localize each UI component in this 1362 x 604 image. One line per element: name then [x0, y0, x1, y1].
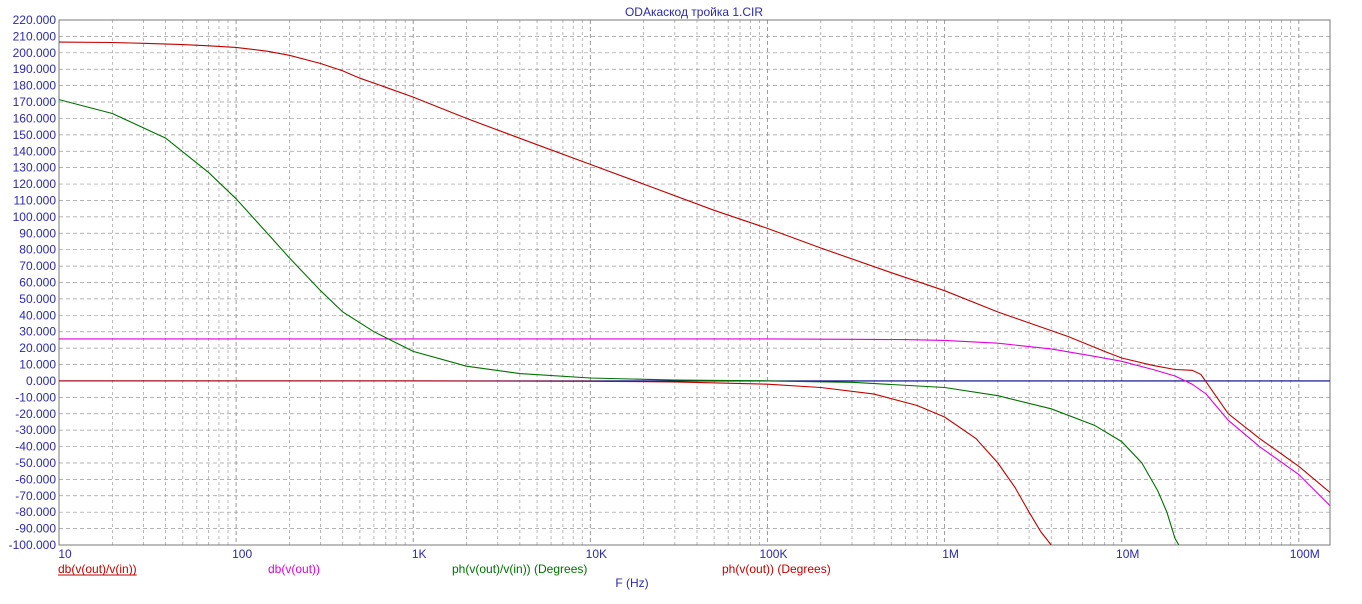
y-tick-label: 50.000: [19, 292, 56, 306]
y-tick-label: -90.000: [15, 522, 56, 536]
x-tick-label: 100: [232, 547, 252, 561]
y-tick-label: -10.000: [15, 390, 56, 404]
y-tick-label: 60.000: [19, 276, 56, 290]
y-tick-label: -50.000: [15, 456, 56, 470]
series-line-1: [59, 41, 1330, 493]
y-tick-label: 190.000: [13, 62, 57, 76]
x-axis-ticks: 10 100 1K 10K 100K 1M 10M 100M: [58, 547, 1320, 561]
legend-entry-3: ph(v(out)/v(in)) (Degrees): [452, 562, 587, 576]
y-tick-label: -80.000: [15, 505, 56, 519]
chart-title: ODAкаскод тройка 1.CIR: [625, 5, 763, 19]
y-tick-label: 130.000: [13, 161, 57, 175]
y-tick-label: -20.000: [15, 407, 56, 421]
y-tick-label: 140.000: [13, 144, 57, 158]
major-grid: [58, 19, 1330, 546]
x-tick-label: 1M: [942, 547, 959, 561]
x-tick-label: 10: [58, 547, 72, 561]
minor-grid: [111, 20, 1292, 545]
y-tick-label: 210.000: [13, 29, 57, 43]
y-tick-label: -70.000: [15, 489, 56, 503]
y-tick-label: 150.000: [13, 128, 57, 142]
x-tick-label: 10M: [1116, 547, 1139, 561]
y-tick-label: 110.000: [14, 193, 57, 207]
x-tick-label: 100M: [1290, 547, 1320, 561]
y-axis-ticks: 220.000 210.000 200.000 190.000 180.000 170.0…: [9, 13, 57, 552]
y-tick-label: 180.000: [13, 79, 57, 93]
legend-entry-1: db(v(out)/v(in)): [58, 562, 137, 576]
legend-entry-4: ph(v(out)) (Degrees): [722, 562, 831, 576]
series-lines: [59, 41, 1330, 545]
y-tick-label: 70.000: [19, 259, 56, 273]
y-tick-label: 30.000: [19, 325, 56, 339]
plot-frame: [58, 19, 1331, 546]
series-line-2: [59, 338, 1330, 506]
y-tick-label: 80.000: [19, 243, 56, 257]
x-tick-label: 1K: [412, 547, 427, 561]
y-tick-label: 200.000: [13, 46, 57, 60]
y-tick-label: -40.000: [15, 440, 56, 454]
y-tick-label: 10.000: [19, 358, 56, 372]
series-line-4: [59, 380, 1052, 545]
y-tick-label: -30.000: [15, 423, 56, 437]
y-tick-label: -100.000: [9, 538, 57, 552]
y-tick-label: 0.000: [26, 374, 56, 388]
x-tick-label: 10K: [586, 547, 607, 561]
y-tick-label: 160.000: [13, 111, 57, 125]
legend: db(v(out)/v(in)) db(v(out)) ph(v(out)/v(in…: [58, 562, 831, 576]
series-line-3: [59, 99, 1180, 545]
y-tick-label: 40.000: [19, 308, 56, 322]
x-axis-label: F (Hz): [615, 576, 648, 590]
y-tick-label: 90.000: [19, 226, 56, 240]
legend-entry-2: db(v(out)): [268, 562, 320, 576]
y-tick-label: 100.000: [13, 210, 57, 224]
y-tick-label: 20.000: [19, 341, 56, 355]
y-tick-label: 120.000: [13, 177, 57, 191]
x-tick-label: 100K: [759, 547, 787, 561]
y-tick-label: 220.000: [13, 13, 57, 27]
y-tick-label: -60.000: [15, 472, 56, 486]
y-tick-label: 170.000: [13, 95, 57, 109]
